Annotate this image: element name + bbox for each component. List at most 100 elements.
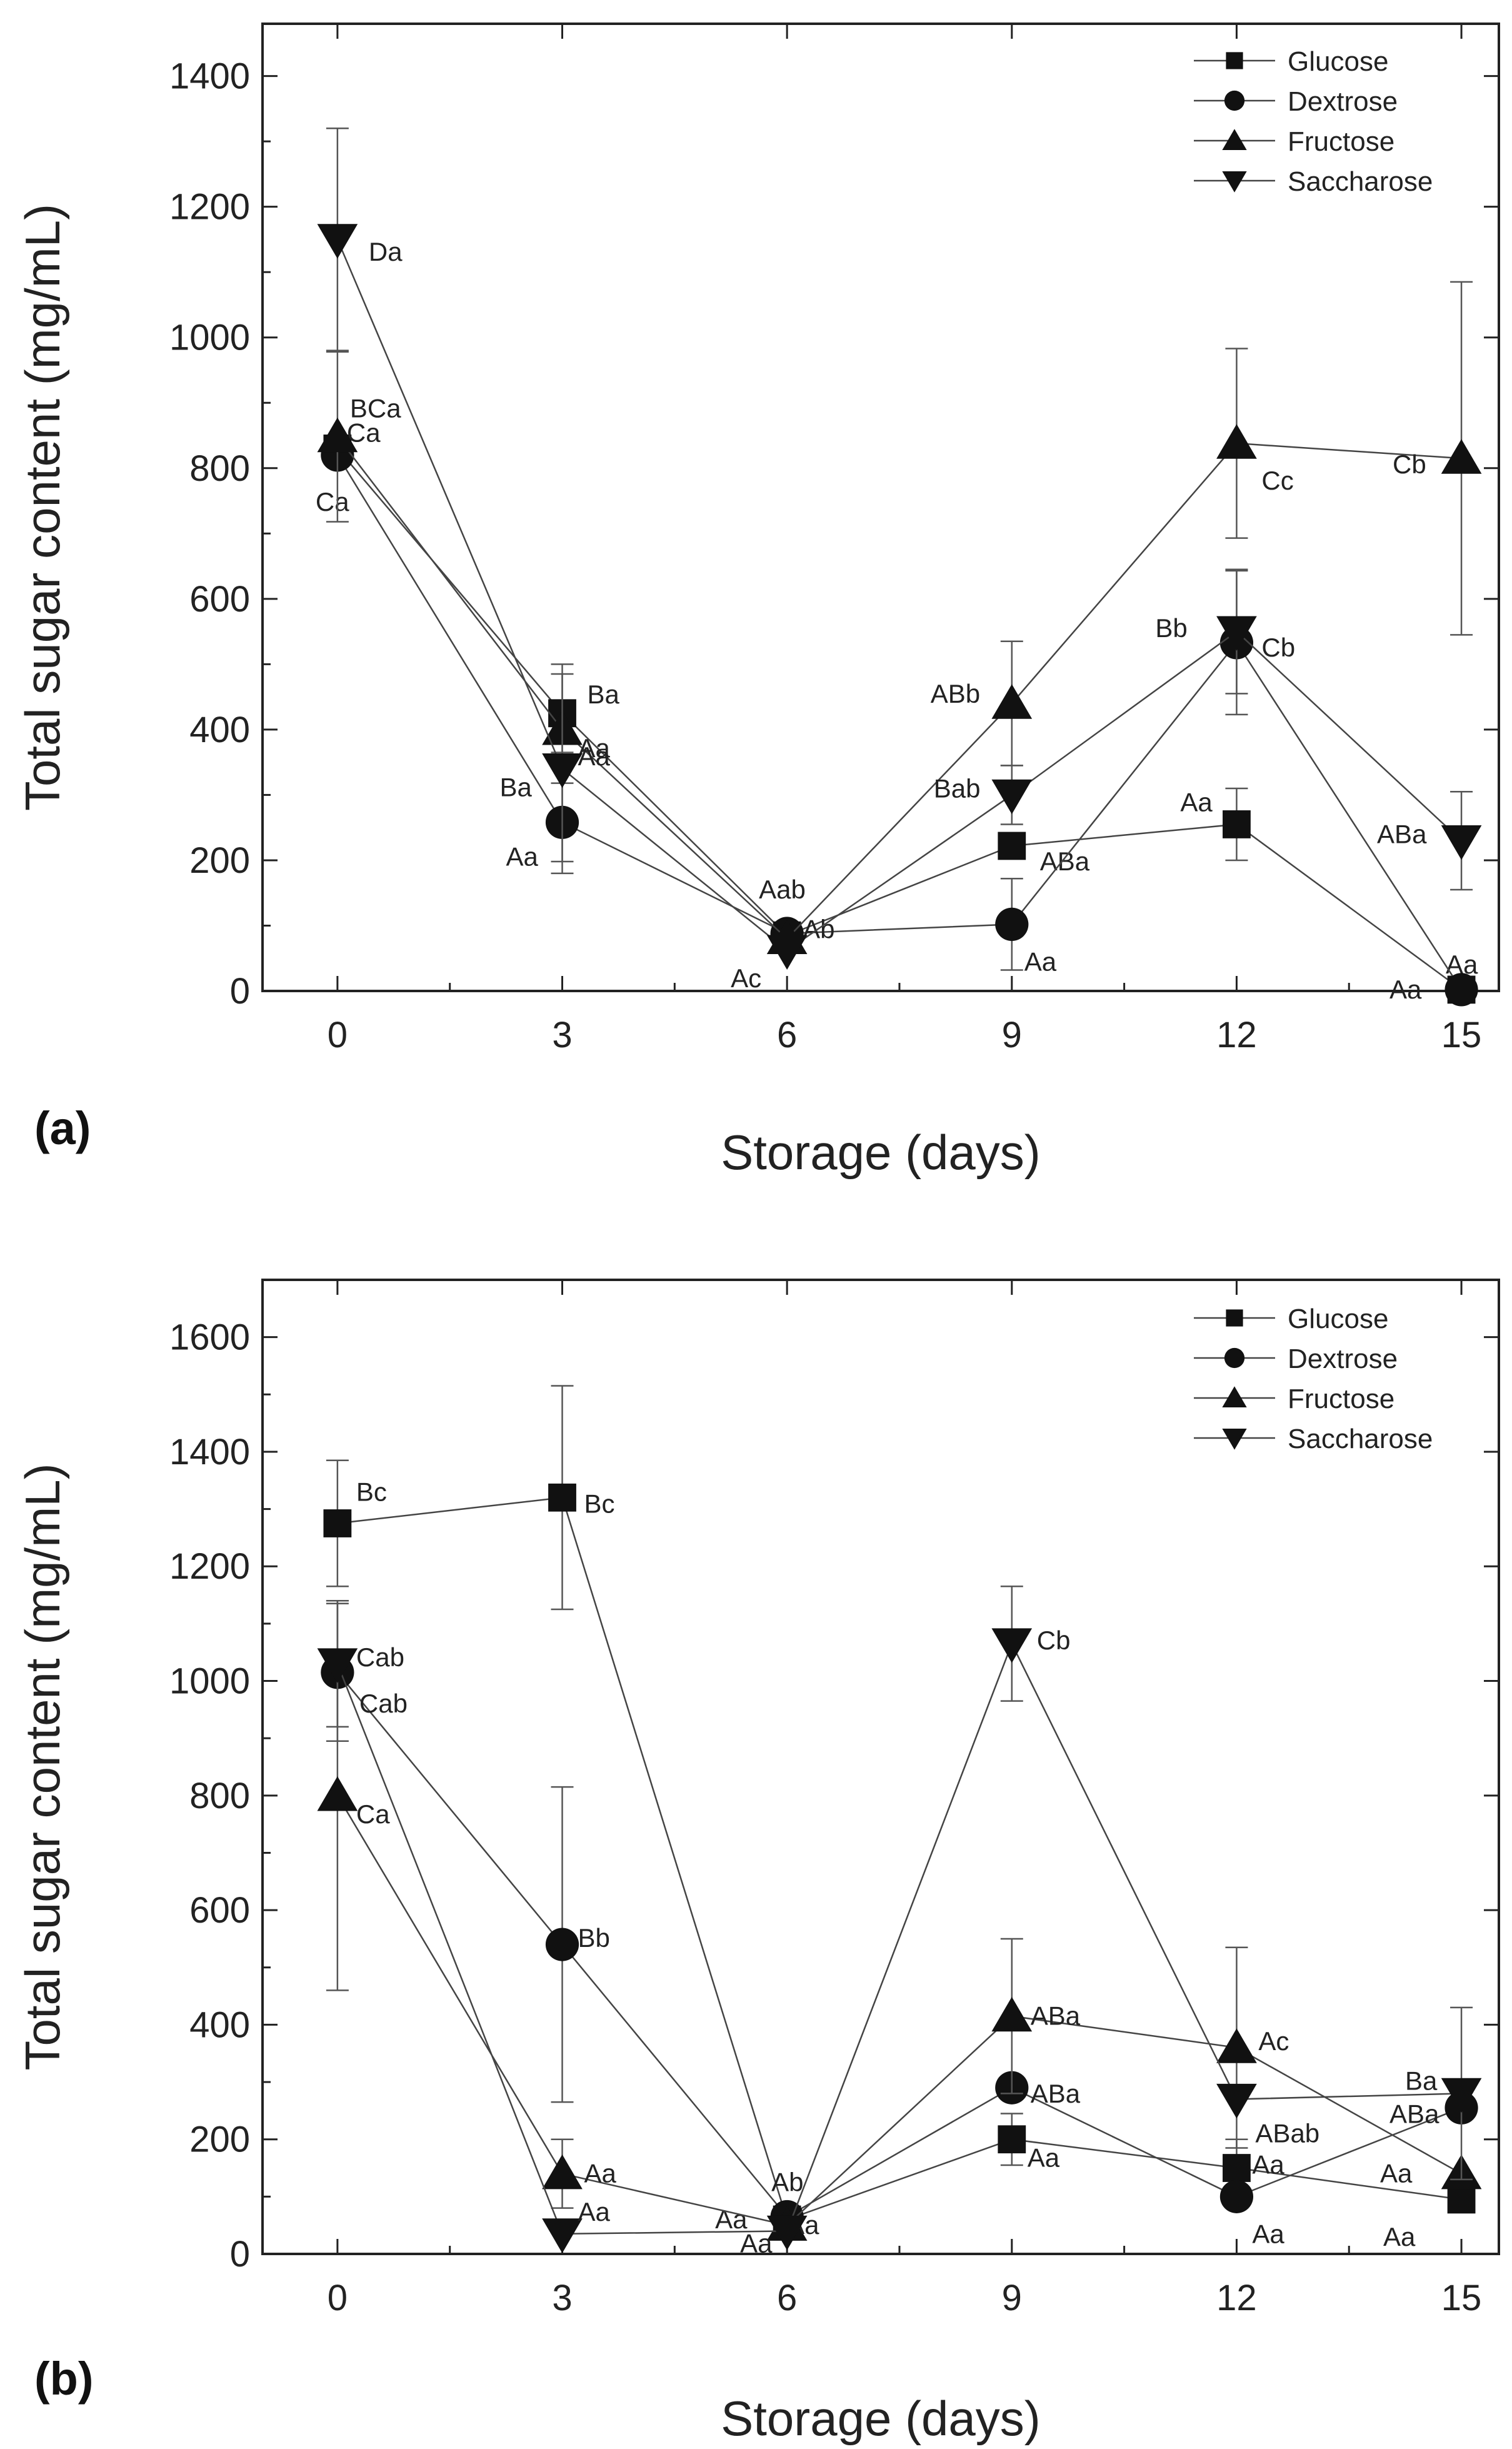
x-tick-label: 0 <box>328 2278 348 2318</box>
data-point <box>317 1648 358 1683</box>
significance-label: Cb <box>1393 450 1426 479</box>
y-tick-label: 1400 <box>169 1432 250 1472</box>
data-point <box>1441 825 1482 860</box>
data-point <box>991 1628 1033 1663</box>
y-axis-title: Total sugar content (mg/mL) <box>15 204 70 811</box>
y-tick-label: 400 <box>189 710 250 750</box>
data-point <box>766 935 808 970</box>
y-tick-label: 600 <box>189 579 250 620</box>
significance-label: Da <box>369 237 403 266</box>
y-tick-label: 200 <box>189 840 250 881</box>
significance-label: ABa <box>1389 2099 1439 2128</box>
data-point <box>1441 439 1482 474</box>
significance-label: Ca <box>347 418 381 447</box>
legend-label-saccharose: Saccharose <box>1288 166 1433 197</box>
significance-label: ABa <box>1031 2001 1081 2031</box>
x-tick-label: 6 <box>777 1015 797 1055</box>
legend-marker-saccharose <box>1222 1429 1247 1450</box>
legend-label-dextrose: Dextrose <box>1288 86 1398 117</box>
significance-label: BCa <box>350 394 401 423</box>
significance-label: Cb <box>1037 1626 1071 1655</box>
y-tick-label: 0 <box>230 2234 250 2275</box>
significance-label: Bc <box>356 1477 387 1507</box>
significance-label: Aa <box>740 2228 773 2258</box>
significance-label: Bc <box>584 1489 615 1518</box>
legend-marker-fructose <box>1222 1386 1247 1407</box>
significance-label: Bb <box>1155 613 1187 643</box>
data-point <box>1223 810 1251 838</box>
significance-label: Ba <box>588 680 620 709</box>
x-tick-label: 9 <box>1002 1015 1022 1055</box>
data-point <box>1216 2028 1257 2063</box>
y-tick-label: 1600 <box>169 1317 250 1358</box>
legend-label-fructose: Fructose <box>1288 1384 1394 1414</box>
legend-marker-dextrose <box>1224 1347 1245 1369</box>
data-point <box>998 832 1026 860</box>
legend-label-glucose: Glucose <box>1288 1304 1388 1334</box>
significance-label: Cab <box>356 1642 404 1672</box>
y-axis-title: Total sugar content (mg/mL) <box>15 1463 70 2070</box>
legend-label-fructose: Fructose <box>1288 126 1394 157</box>
significance-label: Cc <box>1261 466 1293 495</box>
data-point <box>542 753 583 788</box>
series-line <box>336 1671 1462 2218</box>
y-tick-label: 1200 <box>169 187 250 228</box>
y-tick-label: 1200 <box>169 1546 250 1587</box>
data-point <box>995 907 1029 941</box>
panel-label: (a) <box>34 1102 91 1154</box>
series-saccharose: Cab Aa Aa Cb ABab Ba <box>317 1586 1482 2258</box>
significance-label: Ac <box>731 963 761 993</box>
legend-label-glucose: Glucose <box>1288 46 1388 77</box>
legend: Glucose Dextrose Fructose Saccharose <box>1194 46 1433 197</box>
data-point <box>991 1996 1033 2032</box>
significance-label: Ca <box>356 1799 390 1829</box>
data-point <box>323 1509 352 1537</box>
significance-label: Aa <box>1383 2222 1416 2251</box>
significance-label: ABab <box>1255 2119 1319 2148</box>
x-tick-label: 3 <box>552 1015 572 1055</box>
significance-label: Aa <box>1389 975 1422 1004</box>
significance-label: Aa <box>1024 947 1057 976</box>
series-glucose: Bc Bc Aa Aa Aa Aa <box>323 1385 1476 2251</box>
data-point <box>766 2215 808 2251</box>
y-tick-label: 800 <box>189 1776 250 1816</box>
legend-marker-fructose <box>1222 129 1247 150</box>
significance-label: ABa <box>1377 820 1427 849</box>
x-tick-label: 9 <box>1002 2278 1022 2318</box>
series-dextrose: Cab Bb Ab ABa Aa ABa <box>321 1602 1478 2248</box>
y-tick-label: 1000 <box>169 318 250 358</box>
significance-label: Aa <box>1252 2150 1284 2180</box>
data-point <box>1216 424 1257 459</box>
data-point <box>317 224 358 259</box>
y-tick-label: 400 <box>189 2004 250 2045</box>
significance-label: Bb <box>578 1923 610 1953</box>
y-tick-label: 600 <box>189 1890 250 1931</box>
significance-label: Ac <box>1258 2026 1289 2056</box>
significance-label: ABa <box>1040 847 1090 876</box>
significance-label: Aa <box>578 742 611 771</box>
significance-label: Bab <box>934 773 981 803</box>
panel-label: (b) <box>34 2353 94 2405</box>
data-point <box>1441 2078 1482 2113</box>
data-point <box>1216 616 1257 651</box>
data-point <box>1444 973 1478 1007</box>
significance-label: Aa <box>1180 787 1213 817</box>
significance-label: Aa <box>578 2197 611 2226</box>
series-line <box>336 1641 1462 2235</box>
data-point <box>1216 2083 1257 2119</box>
legend-label-dextrose: Dextrose <box>1288 1344 1398 1374</box>
x-tick-label: 0 <box>328 1015 348 1055</box>
significance-label: Aab <box>759 875 806 904</box>
plot-frame <box>261 23 1500 992</box>
data-point <box>1223 2154 1251 2182</box>
data-point <box>1447 2185 1476 2214</box>
chart-panel-1: 0 200 400 600 800 1000 1200 1400 1600 0 3 6 9 12 15 Sto… <box>15 1279 1500 2446</box>
y-tick-label: 1000 <box>169 1661 250 1702</box>
data-point <box>998 2125 1026 2154</box>
significance-label: Aa <box>584 2159 617 2188</box>
series-glucose: Ba ABa Aa Aa <box>323 435 1478 1004</box>
legend-marker-glucose <box>1226 1309 1243 1327</box>
significance-label: ABa <box>1031 2079 1081 2108</box>
